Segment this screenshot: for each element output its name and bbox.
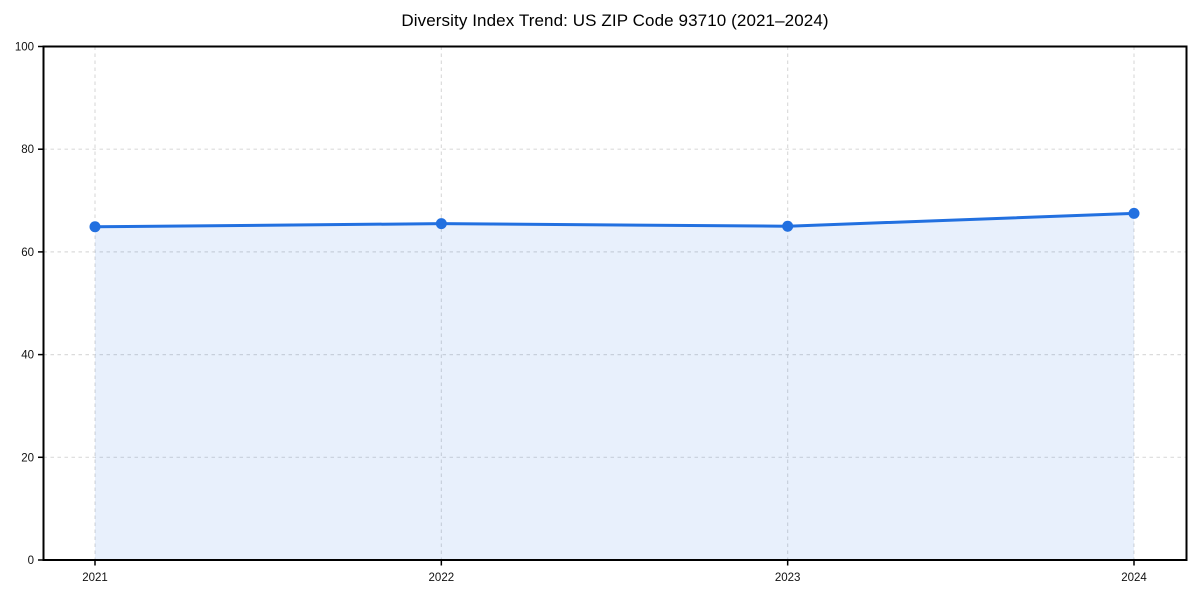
x-tick-label-2023: 2023 [775, 572, 801, 584]
x-tick-label-2024: 2024 [1121, 572, 1147, 584]
data-point-2024 [1128, 207, 1140, 219]
y-tick-label-0: 0 [28, 555, 34, 567]
y-tick-label-80: 80 [21, 144, 34, 156]
y-tick-label-100: 100 [15, 42, 34, 54]
plot-border [42, 45, 1188, 561]
data-point-2021 [89, 221, 101, 233]
chart-title: Diversity Index Trend: US ZIP Code 93710… [401, 11, 829, 30]
y-tick-label-20: 20 [21, 452, 34, 464]
y-tick-label-60: 60 [21, 247, 34, 259]
x-tick-label-2021: 2021 [82, 572, 108, 584]
trend-line [93, 211, 1136, 229]
y-tick-label-40: 40 [21, 350, 34, 362]
x-tick-label-2022: 2022 [429, 572, 455, 584]
data-point-2023 [782, 220, 794, 232]
data-point-2022 [435, 218, 447, 230]
area-fill [95, 213, 1134, 560]
